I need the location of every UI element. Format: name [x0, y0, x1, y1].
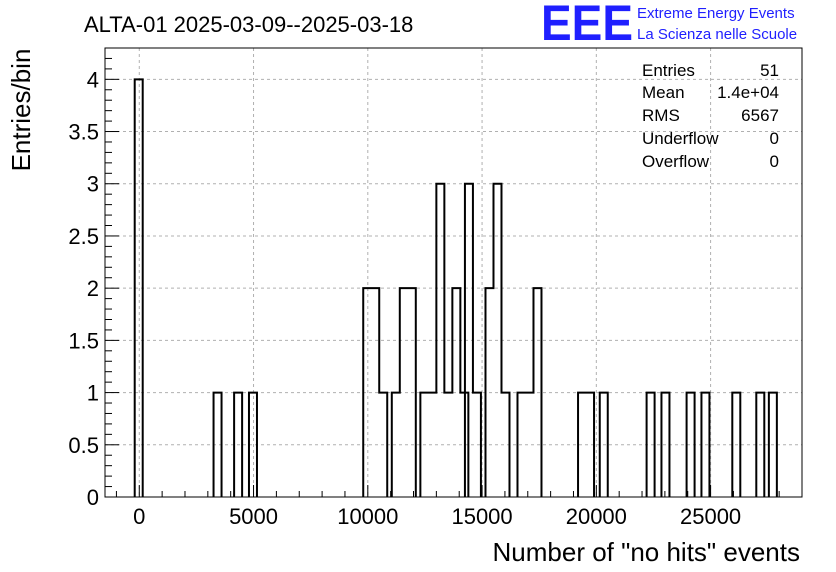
x-tick-label: 20000: [566, 504, 627, 529]
stat-rms-value: 6567: [741, 106, 779, 125]
plot-frame: [104, 47, 803, 498]
eee-logo-mark: EEE: [541, 0, 633, 51]
eee-logo-line2: La Scienza nelle Scuole: [637, 26, 797, 43]
x-tick-label: 10000: [337, 504, 398, 529]
x-tick-label: 15000: [451, 504, 512, 529]
histogram-outline: [133, 78, 778, 497]
x-axis-label: Number of "no hits" events: [493, 537, 801, 567]
x-tick-label: 5000: [229, 504, 278, 529]
y-axis-ticks: 0 0.5 1 1.5 2 2.5 3 3.5 4: [68, 57, 119, 510]
stat-overflow-label: Overflow: [642, 152, 710, 171]
stat-overflow-value: 0: [770, 152, 779, 171]
y-tick-label: 3: [87, 172, 99, 197]
stat-rms-label: RMS: [642, 106, 680, 125]
y-tick-label: 4: [87, 67, 99, 92]
y-axis-label: Entries/bin: [6, 49, 36, 172]
stat-underflow-value: 0: [770, 129, 779, 148]
y-tick-label: 0: [87, 485, 99, 510]
stat-entries-label: Entries: [642, 61, 695, 80]
stat-mean-label: Mean: [642, 83, 685, 102]
stat-underflow-label: Underflow: [642, 129, 719, 148]
eee-logo-line1: Extreme Energy Events: [637, 5, 795, 22]
stats-box: Entries 51 Mean 1.4e+04 RMS 6567 Underfl…: [642, 61, 779, 171]
stat-mean-value: 1.4e+04: [717, 83, 779, 102]
y-tick-label: 2.5: [68, 224, 99, 249]
stat-entries-value: 51: [760, 61, 779, 80]
chart-title: ALTA-01 2025-03-09--2025-03-18: [84, 12, 413, 37]
x-tick-label: 0: [133, 504, 145, 529]
x-tick-label: 25000: [680, 504, 741, 529]
y-tick-label: 1: [87, 381, 99, 406]
y-tick-label: 3.5: [68, 120, 99, 145]
y-tick-label: 0.5: [68, 433, 99, 458]
x-axis-ticks: 0 5000 10000 15000 20000 25000: [115, 485, 803, 529]
y-tick-label: 1.5: [68, 328, 99, 353]
y-tick-label: 2: [87, 276, 99, 301]
eee-logo: EEE Extreme Energy Events La Scienza nel…: [541, 0, 797, 51]
